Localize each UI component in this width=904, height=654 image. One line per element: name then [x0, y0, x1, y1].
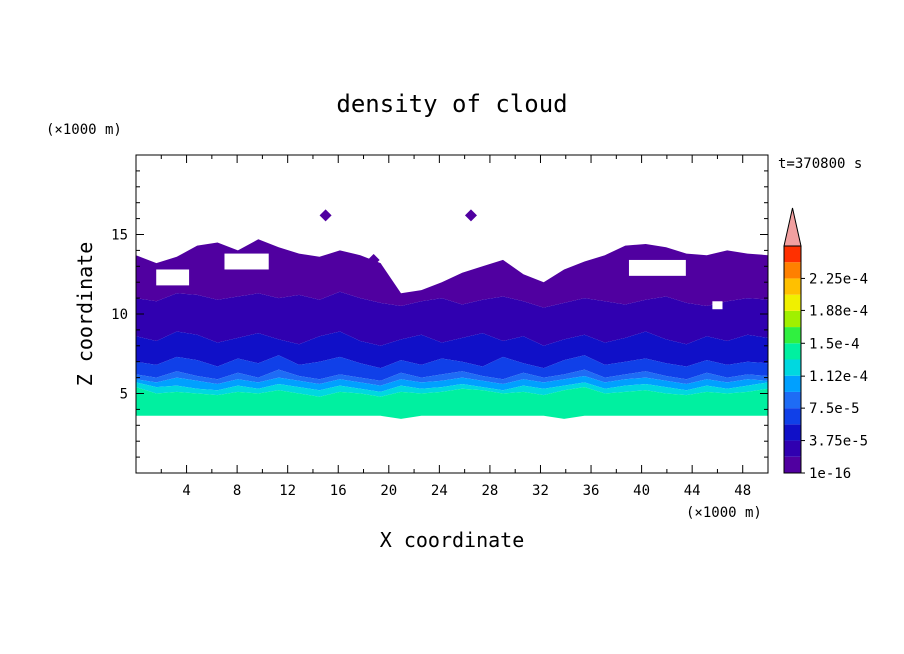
x-tick-label: 32 [532, 483, 549, 499]
colorbar-label: 1.5e-4 [809, 336, 860, 352]
y-axis-label: Z coordinate [73, 242, 97, 387]
density-band-level5 [136, 376, 768, 392]
density-band-level1 [136, 291, 768, 346]
colorbar-swatch [784, 310, 801, 328]
density-band-level4 [136, 369, 768, 386]
x-unit-label: (×1000 m) [686, 505, 762, 521]
colorbar-swatch [784, 294, 801, 311]
y-tick-label: 15 [111, 228, 128, 244]
colorbar-swatch [784, 278, 801, 295]
chart-title: density of cloud [336, 90, 567, 118]
colorbar-label: 2.25e-4 [809, 271, 868, 287]
colorbar-label: 1e-16 [809, 466, 851, 482]
colorbar-swatch [784, 408, 801, 425]
x-axis-ticks: 4 8 12 16 20 24 28 32 36 40 44 48 [160, 155, 751, 499]
x-tick-label: 40 [633, 483, 650, 499]
colorbar-label: 3.75e-5 [809, 434, 868, 450]
colorbar-swatch [784, 327, 801, 344]
y-axis-ticks: 5 10 15 [111, 170, 768, 458]
x-tick-label: 20 [380, 483, 397, 499]
y-tick-label: 5 [120, 387, 128, 403]
x-tick-label: 16 [330, 483, 347, 499]
isolated-cloud-cell [319, 209, 332, 222]
y-unit-label: (×1000 m) [46, 122, 122, 138]
density-band-level6 [136, 382, 768, 397]
cloud-free-hole [712, 301, 723, 310]
y-tick-label: 10 [111, 307, 128, 323]
x-tick-label: 48 [734, 483, 751, 499]
isolated-cloud-cell [464, 209, 477, 222]
colorbar-over-arrow [783, 207, 802, 247]
density-field [136, 209, 768, 419]
x-axis-label: X coordinate [380, 528, 525, 552]
x-tick-label: 4 [182, 483, 190, 499]
colorbar-swatch [784, 440, 801, 457]
x-tick-label: 12 [279, 483, 296, 499]
colorbar-swatch [784, 262, 801, 279]
x-tick-label: 28 [481, 483, 498, 499]
time-label: t=370800 s [778, 156, 862, 172]
colorbar-swatch [784, 343, 801, 360]
colorbar-label: 1.88e-4 [809, 303, 868, 319]
density-band-level3 [136, 355, 768, 381]
x-tick-label: 44 [684, 483, 701, 499]
cloud-free-hole [224, 253, 269, 270]
colorbar: 1e-16 3.75e-5 7.5e-5 1.12e-4 1.5e-4 1.88e-4 2.… [783, 207, 868, 482]
colorbar-swatch [784, 391, 801, 409]
cloud-free-hole [628, 259, 686, 276]
density-band-level2 [136, 331, 768, 369]
colorbar-swatch [784, 456, 801, 473]
colorbar-swatch [784, 424, 801, 441]
colorbar-swatch [784, 359, 801, 376]
x-tick-label: 24 [431, 483, 448, 499]
density-band-level7 [136, 387, 768, 419]
x-tick-label: 8 [233, 483, 241, 499]
colorbar-label: 1.12e-4 [809, 369, 868, 385]
cloud-free-hole [156, 269, 190, 286]
isolated-cloud-cell [367, 253, 380, 266]
colorbar-swatch [784, 375, 801, 392]
colorbar-frame [783, 245, 802, 474]
colorbar-label: 7.5e-5 [809, 401, 860, 417]
colorbar-swatch [784, 246, 801, 263]
x-tick-label: 36 [583, 483, 600, 499]
density-band-top [136, 239, 768, 308]
